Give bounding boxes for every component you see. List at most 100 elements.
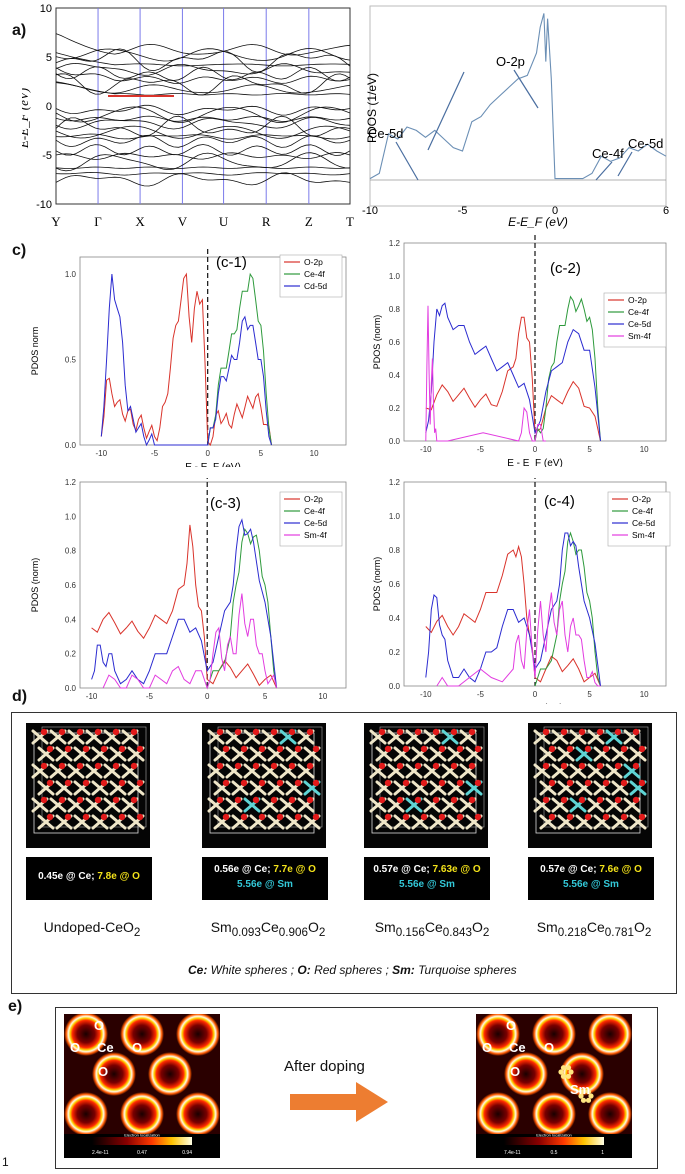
oxygen-sphere xyxy=(378,796,386,804)
pdos-b-annot-ce5d-right: Ce-5d xyxy=(628,136,663,151)
xtick: 10 xyxy=(310,449,319,458)
pdos-b-annot-o2p: O-2p xyxy=(496,54,525,69)
sm-petal xyxy=(580,1097,587,1103)
oxygen-sphere xyxy=(432,796,440,804)
oxygen-sphere xyxy=(64,745,72,753)
band-ytick: -5 xyxy=(42,150,52,162)
ylabel: PDOS (norm) xyxy=(372,557,382,612)
oxygen-sphere xyxy=(450,728,458,736)
cell-box-back xyxy=(543,726,649,828)
oxygen-sphere xyxy=(294,813,302,821)
oxygen-sphere xyxy=(396,762,404,770)
pdos-b-xlabel: E-E_F (eV) xyxy=(508,215,568,229)
panel-label-c: c) xyxy=(12,242,27,259)
xtick: -5 xyxy=(151,449,159,458)
series-line-sm-4f xyxy=(436,592,601,687)
oxygen-sphere xyxy=(420,779,428,787)
ytick: 0.6 xyxy=(389,580,401,589)
band-line xyxy=(55,62,351,76)
band-line xyxy=(55,125,351,139)
oxygen-sphere xyxy=(542,728,550,736)
oxygen-sphere xyxy=(40,728,48,736)
oxygen-sphere xyxy=(566,779,574,787)
oxygen-sphere xyxy=(384,813,392,821)
band-kpoint-label: Y xyxy=(51,214,61,229)
charge-box-undoped: 0.45e @ Ce; 7.8e @ O xyxy=(26,857,152,900)
series-line-o-2p xyxy=(91,524,278,689)
colorbar-title: Electron localization xyxy=(536,1134,572,1138)
panel-title: (c-2) xyxy=(550,260,581,277)
pdos-b-chart: PDOS (1/eV) -10 -5 0 6 E-E_F (eV) O-2p Ce-5… xyxy=(362,5,669,229)
oxygen-sphere xyxy=(378,728,386,736)
oxygen-sphere xyxy=(306,728,314,736)
oxygen-sphere xyxy=(432,762,440,770)
band-line xyxy=(55,172,351,187)
colorbar-tick: 2.4e-11 xyxy=(92,1150,109,1156)
ylabel: PDOS (norm) xyxy=(372,315,382,370)
colorbar-tick: 7.4e-11 xyxy=(504,1150,521,1156)
oxygen-sphere xyxy=(136,813,144,821)
oxygen-sphere xyxy=(46,813,54,821)
elf-ring xyxy=(588,1014,632,1056)
colorbar-tick: 0.94 xyxy=(182,1150,192,1156)
formula-undoped: Undoped-CeO2 xyxy=(43,919,141,939)
oxygen-sphere xyxy=(402,779,410,787)
oxygen-sphere xyxy=(216,728,224,736)
oxygen-sphere xyxy=(456,779,464,787)
ytick: 0.4 xyxy=(389,614,401,623)
elf-ring xyxy=(176,1092,220,1134)
formula-sm0093: Sm0.093Ce0.906O2 xyxy=(210,919,326,939)
oxygen-sphere xyxy=(584,813,592,821)
panel-label-d: d) xyxy=(12,688,28,705)
band-line xyxy=(55,117,351,130)
ytick: 0.5 xyxy=(65,356,77,365)
panel-label-a: a) xyxy=(12,22,27,39)
pdos-b-plot xyxy=(369,13,667,181)
oxygen-sphere xyxy=(560,762,568,770)
legend-label: Cd-5d xyxy=(304,281,327,291)
series-line-cd-5d xyxy=(100,274,272,447)
oxygen-sphere xyxy=(632,762,640,770)
legend-label: Ce-5d xyxy=(304,518,327,528)
ylabel: PDOS norm xyxy=(30,327,40,376)
oxygen-sphere xyxy=(450,796,458,804)
legend-box xyxy=(607,491,671,547)
oxygen-sphere xyxy=(58,796,66,804)
oxygen-sphere xyxy=(118,779,126,787)
formula-sm0156: Sm0.156Ce0.843O2 xyxy=(374,919,490,939)
atom-o: O xyxy=(506,1018,517,1033)
ytick: 1.0 xyxy=(65,512,77,521)
crystal-sm0218 xyxy=(528,723,652,848)
xtick: 5 xyxy=(587,690,592,699)
band-structure-chart: E-E_F (eV) 10 5 0 -5 -10 Y Γ X V U R Z T xyxy=(22,3,354,229)
ytick: 0.0 xyxy=(65,684,77,693)
oxygen-sphere xyxy=(82,745,90,753)
oxygen-sphere xyxy=(596,762,604,770)
oxygen-sphere xyxy=(638,813,646,821)
xtick: 10 xyxy=(640,690,649,699)
band-line xyxy=(55,133,351,140)
oxygen-sphere xyxy=(474,745,482,753)
oxygen-sphere xyxy=(620,779,628,787)
oxygen-sphere xyxy=(276,813,284,821)
legend-label: Ce-4f xyxy=(304,506,325,516)
elf-ring xyxy=(476,1092,520,1134)
band-ytick: 5 xyxy=(46,52,52,64)
band-line xyxy=(55,48,351,62)
charge-box-sm0218: 0.57e @ Ce; 7.6e @ O 5.56e @ Sm xyxy=(528,857,654,900)
oxygen-sphere xyxy=(240,745,248,753)
sm-petal xyxy=(560,1073,567,1079)
oxygen-sphere xyxy=(614,796,622,804)
crystal-sm0093 xyxy=(202,723,326,848)
xtick: -10 xyxy=(420,690,432,699)
oxygen-sphere xyxy=(100,745,108,753)
oxygen-sphere xyxy=(542,796,550,804)
ytick: 0.8 xyxy=(389,546,401,555)
oxygen-sphere xyxy=(560,796,568,804)
oxygen-sphere xyxy=(276,745,284,753)
sm-petal xyxy=(565,1073,572,1079)
elf-ring xyxy=(120,1092,164,1134)
sm-petal xyxy=(580,1089,587,1095)
oxygen-sphere xyxy=(252,728,260,736)
